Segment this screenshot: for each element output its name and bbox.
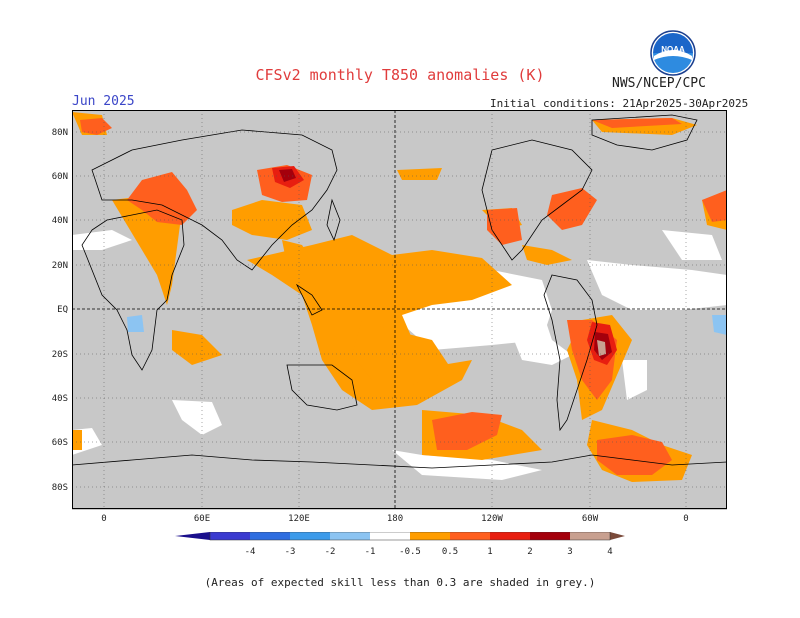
lon-label: 120E	[288, 514, 310, 524]
legend-swatch	[530, 532, 570, 540]
lat-label: 20S	[52, 350, 68, 360]
legend-label: -4	[245, 547, 256, 557]
anomaly-map	[72, 110, 727, 510]
noaa-logo-text: NOAA	[661, 45, 685, 54]
lat-label: 40S	[52, 394, 68, 404]
lat-label: 80S	[52, 483, 68, 493]
latitude-axis: 80N 60N 40N 20N EQ 20S 40S 60S 80S	[52, 128, 68, 493]
legend-swatch	[450, 532, 490, 540]
map-frame	[72, 110, 727, 509]
legend-label: -2	[325, 547, 336, 557]
legend-swatch	[410, 532, 450, 540]
legend-label: 4	[607, 547, 612, 557]
legend-label: 0.5	[442, 547, 458, 557]
lat-label: 20N	[52, 261, 68, 271]
legend-label: 1	[487, 547, 492, 557]
legend-swatch	[250, 532, 290, 540]
legend-label: 3	[567, 547, 572, 557]
noaa-logo: NOAA	[650, 30, 696, 76]
initial-conditions: Initial conditions: 21Apr2025-30Apr2025	[490, 97, 749, 110]
legend-label: -1	[365, 547, 376, 557]
longitude-axis: 0 60E 120E 180 120W 60W 0	[101, 514, 688, 524]
cold-anomaly	[127, 315, 727, 335]
legend-swatch	[330, 532, 370, 540]
lat-label: 40N	[52, 216, 68, 226]
lon-label: 60W	[582, 514, 599, 524]
lon-label: 120W	[481, 514, 503, 524]
legend-label: 2	[527, 547, 532, 557]
legend-swatch	[210, 532, 250, 540]
lon-label: 0	[683, 514, 688, 524]
lat-label: EQ	[57, 305, 68, 315]
legend-label: -3	[285, 547, 296, 557]
lon-label: 180	[387, 514, 403, 524]
lat-label: 60S	[52, 438, 68, 448]
anomaly-gt-4	[597, 340, 606, 356]
legend-swatch	[370, 532, 410, 540]
lat-label: 60N	[52, 172, 68, 182]
forecast-month: Jun 2025	[72, 94, 135, 109]
legend-swatch	[570, 532, 610, 540]
lon-label: 60E	[194, 514, 210, 524]
skill-footnote: (Areas of expected skill less than 0.3 a…	[204, 576, 596, 589]
lon-label: 0	[101, 514, 106, 524]
legend-swatch	[490, 532, 530, 540]
legend-arrow-low	[175, 532, 210, 540]
graticule	[72, 110, 727, 510]
legend-swatch	[290, 532, 330, 540]
color-legend: -4 -3 -2 -1 -0.5 0.5 1 2 3 4	[175, 532, 625, 557]
agency-label: NWS/NCEP/CPC	[612, 76, 706, 91]
legend-label: -0.5	[399, 547, 421, 557]
coastlines	[72, 114, 727, 469]
map-title: CFSv2 monthly T850 anomalies (K)	[255, 66, 545, 84]
legend-arrow-high	[610, 532, 625, 540]
lat-label: 80N	[52, 128, 68, 138]
